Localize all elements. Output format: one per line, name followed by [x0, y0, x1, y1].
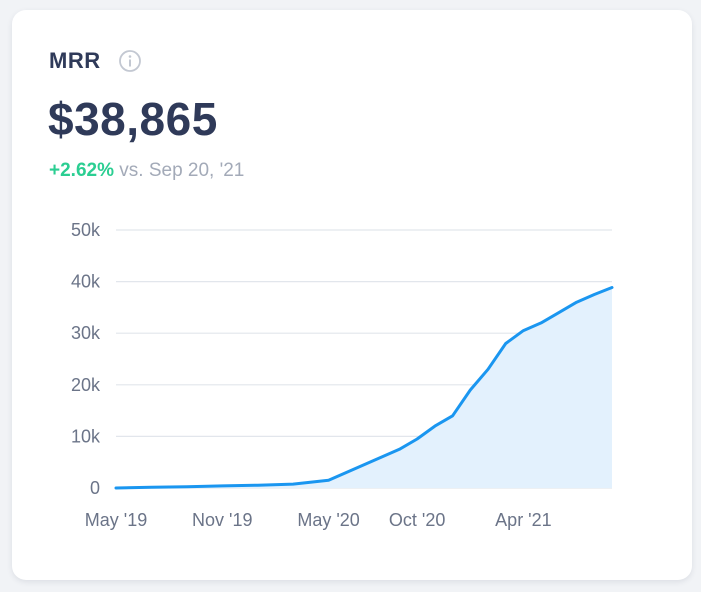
- change-reference: vs. Sep 20, '21: [119, 160, 245, 181]
- series-area: [116, 287, 612, 488]
- metric-change: +2.62% vs. Sep 20, '21: [49, 160, 244, 182]
- y-tick-label: 20k: [71, 375, 101, 395]
- x-tick-label: Apr '21: [495, 510, 551, 530]
- change-percentage: +2.62%: [49, 160, 114, 181]
- card-header: MRR: [49, 48, 141, 74]
- x-tick-label: Nov '19: [192, 510, 252, 530]
- metric-value: $38,865: [48, 93, 218, 145]
- info-circle-icon[interactable]: [118, 50, 141, 72]
- y-tick-label: 0: [90, 478, 100, 498]
- y-tick-label: 30k: [71, 323, 101, 343]
- series-line: [114, 286, 614, 490]
- y-tick-label: 50k: [71, 220, 101, 240]
- y-tick-label: 10k: [71, 426, 101, 446]
- mrr-chart: 0 10k 20k 30k 40k 50k May '19 Nov '19 May '20 Oct…: [71, 220, 614, 530]
- mrr-card: MRR $38,865 +2.62% vs. Sep 20, '21 0 10k 2…: [12, 10, 692, 580]
- x-tick-label: Oct '20: [389, 510, 445, 530]
- y-tick-label: 40k: [71, 272, 101, 292]
- metric-title: MRR: [49, 48, 101, 73]
- x-tick-label: May '19: [85, 510, 147, 530]
- x-tick-label: May '20: [297, 510, 359, 530]
